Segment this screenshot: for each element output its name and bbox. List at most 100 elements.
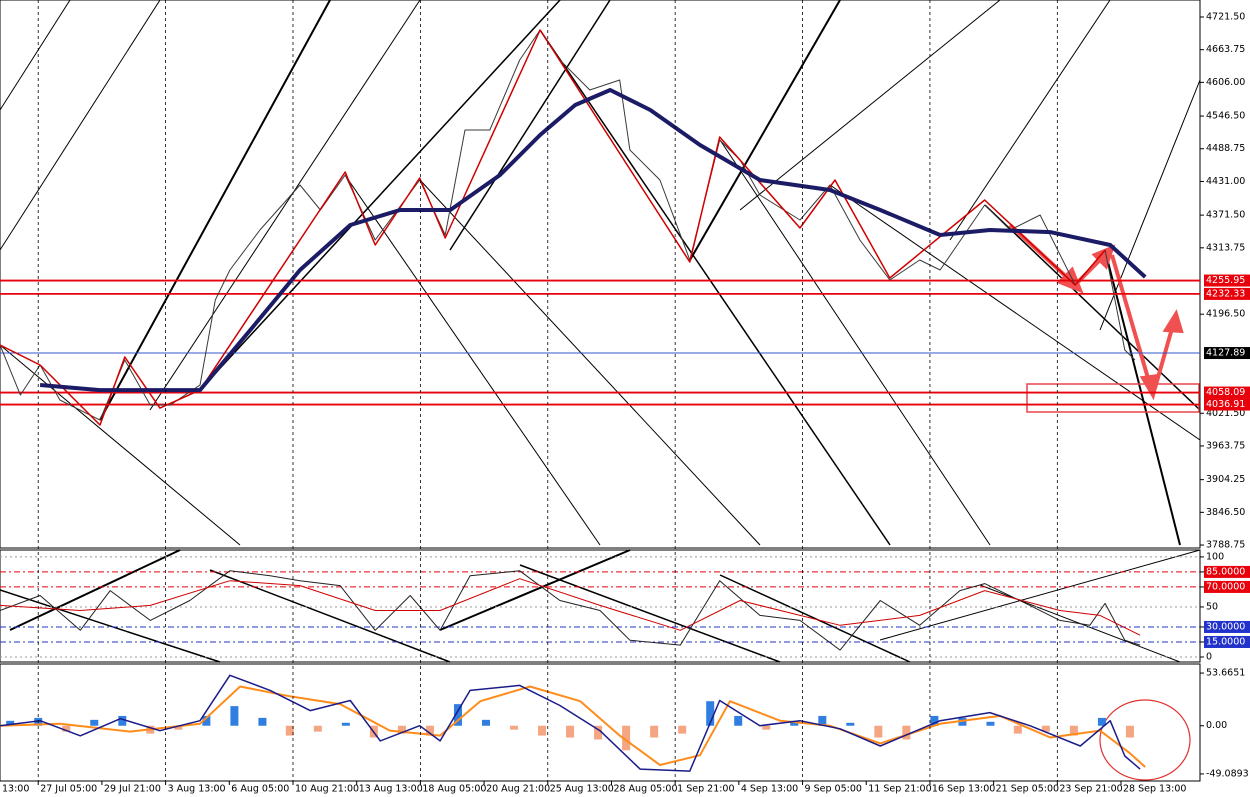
y-tick-label: 4488.75 [1206, 143, 1245, 154]
y-tick-label: 3963.75 [1206, 440, 1245, 451]
histogram-bar [481, 719, 490, 726]
series-line [0, 29, 1106, 426]
y-tick-label: 53.6651 [1206, 668, 1245, 679]
x-tick-label: 16 Sep 13:00 [932, 784, 995, 795]
histogram-bar [706, 701, 715, 726]
trend-lines [0, 0, 1201, 663]
level-label-box [1204, 580, 1250, 593]
y-tick-label: 4371.50 [1206, 210, 1245, 221]
histogram-bar [734, 715, 743, 726]
histogram-bar [790, 720, 799, 726]
x-tick-label: 13:00 [2, 784, 29, 795]
y-tick-label: 3846.50 [1206, 507, 1245, 518]
price-level-box [1204, 274, 1250, 287]
histogram-bar [90, 719, 99, 726]
highlight-circle [1099, 699, 1191, 781]
x-tick-label: 11 Sep 21:00 [868, 784, 931, 795]
y-tick-label: 85.0000 [1206, 566, 1245, 577]
histogram-bar [62, 725, 71, 732]
histogram-bar [453, 704, 462, 726]
price-level-box [1204, 398, 1250, 411]
price-level-label: 4036.91 [1206, 399, 1245, 410]
histogram-bar [678, 725, 687, 734]
price-level-label: 4058.09 [1206, 387, 1245, 398]
histogram-bar [1097, 717, 1106, 726]
y-tick-label: 50 [1206, 601, 1218, 612]
y-tick-label: 4313.75 [1206, 242, 1245, 253]
histogram-bar [230, 706, 239, 726]
histogram-bar [118, 715, 127, 726]
panel-frame [0, 663, 1201, 782]
y-tick-label: 100 [1206, 551, 1224, 562]
y-tick-label: 0 [1206, 651, 1212, 662]
target-box [1026, 383, 1200, 413]
price-level-box [1204, 287, 1250, 300]
y-tick-label: 4546.50 [1206, 111, 1245, 122]
x-tick-label: 10 Aug 21:00 [295, 784, 359, 795]
level-label-box [1204, 565, 1250, 578]
series-line [0, 578, 1141, 636]
y-tick-label: 4663.75 [1206, 44, 1245, 55]
x-tick-label: 18 Aug 05:00 [422, 784, 486, 795]
y-tick-label: 4431.00 [1206, 176, 1245, 187]
histogram-bar [650, 725, 659, 738]
histogram-bar [762, 725, 771, 730]
x-tick-label: 1 Sep 21:00 [677, 784, 734, 795]
x-tick-label: 4 Sep 13:00 [741, 784, 798, 795]
histogram-bar [510, 725, 519, 730]
histogram-bar [313, 725, 322, 732]
histogram-bar [1041, 725, 1050, 732]
price-level-label: 4255.95 [1206, 275, 1245, 286]
x-tick-label: 23 Sep 21:00 [1059, 784, 1122, 795]
y-tick-label: 4021.50 [1206, 408, 1245, 419]
y-tick-label: 4606.00 [1206, 77, 1245, 88]
histogram-bar [425, 725, 434, 736]
x-tick-label: 6 Aug 05:00 [231, 784, 289, 795]
y-tick-label: 3904.25 [1206, 474, 1245, 485]
y-tick-label: -49.0893 [1206, 768, 1249, 779]
y-tick-label: 30.0000 [1206, 621, 1245, 632]
x-tick-label: 20 Aug 21:00 [486, 784, 550, 795]
price-level-box [1204, 386, 1250, 399]
level-label-box [1204, 635, 1250, 648]
histogram-bar [6, 720, 15, 726]
price-level-box [1204, 347, 1250, 360]
y-tick-label: 3788.75 [1206, 540, 1245, 551]
y-tick-label: 70.0000 [1206, 581, 1245, 592]
histogram-bar [1013, 725, 1022, 734]
y-tick-label: 4196.50 [1206, 309, 1245, 320]
histogram-bar [1069, 725, 1078, 736]
x-tick-label: 21 Sep 05:00 [996, 784, 1059, 795]
price-level-label: 4232.33 [1206, 288, 1245, 299]
x-tick-label: 9 Sep 05:00 [805, 784, 862, 795]
histogram-bar [202, 715, 211, 726]
histogram-bar [285, 725, 294, 736]
histogram-bar [566, 725, 575, 738]
histogram-bar [986, 721, 995, 726]
panel-frame [0, 549, 1201, 663]
histogram-bar [930, 715, 939, 726]
price-level-label: 4127.89 [1206, 348, 1245, 359]
y-tick-label: 4721.50 [1206, 11, 1245, 22]
x-tick-label: 29 Jul 21:00 [104, 784, 161, 795]
y-tick-label: 15.0000 [1206, 636, 1245, 647]
x-tick-label: 27 Jul 05:00 [40, 784, 97, 795]
histogram-bar [594, 725, 603, 740]
x-tick-label: 13 Aug 13:00 [359, 784, 423, 795]
histogram-bar [1125, 725, 1134, 738]
series-line [39, 88, 1147, 393]
histogram-bar [174, 725, 183, 730]
histogram-bar [397, 725, 406, 734]
x-tick-label: 25 Aug 13:00 [550, 784, 614, 795]
x-tick-label: 28 Aug 05:00 [613, 784, 677, 795]
histogram-bar [846, 722, 855, 726]
level-label-box [1204, 620, 1250, 633]
x-tick-label: 28 Sep 13:00 [1123, 784, 1186, 795]
y-tick-label: 0.00 [1206, 720, 1227, 731]
series-line [0, 674, 1141, 772]
x-tick-label: 3 Aug 13:00 [168, 784, 226, 795]
panel-frame [0, 0, 1201, 549]
histogram-bar [902, 725, 911, 740]
